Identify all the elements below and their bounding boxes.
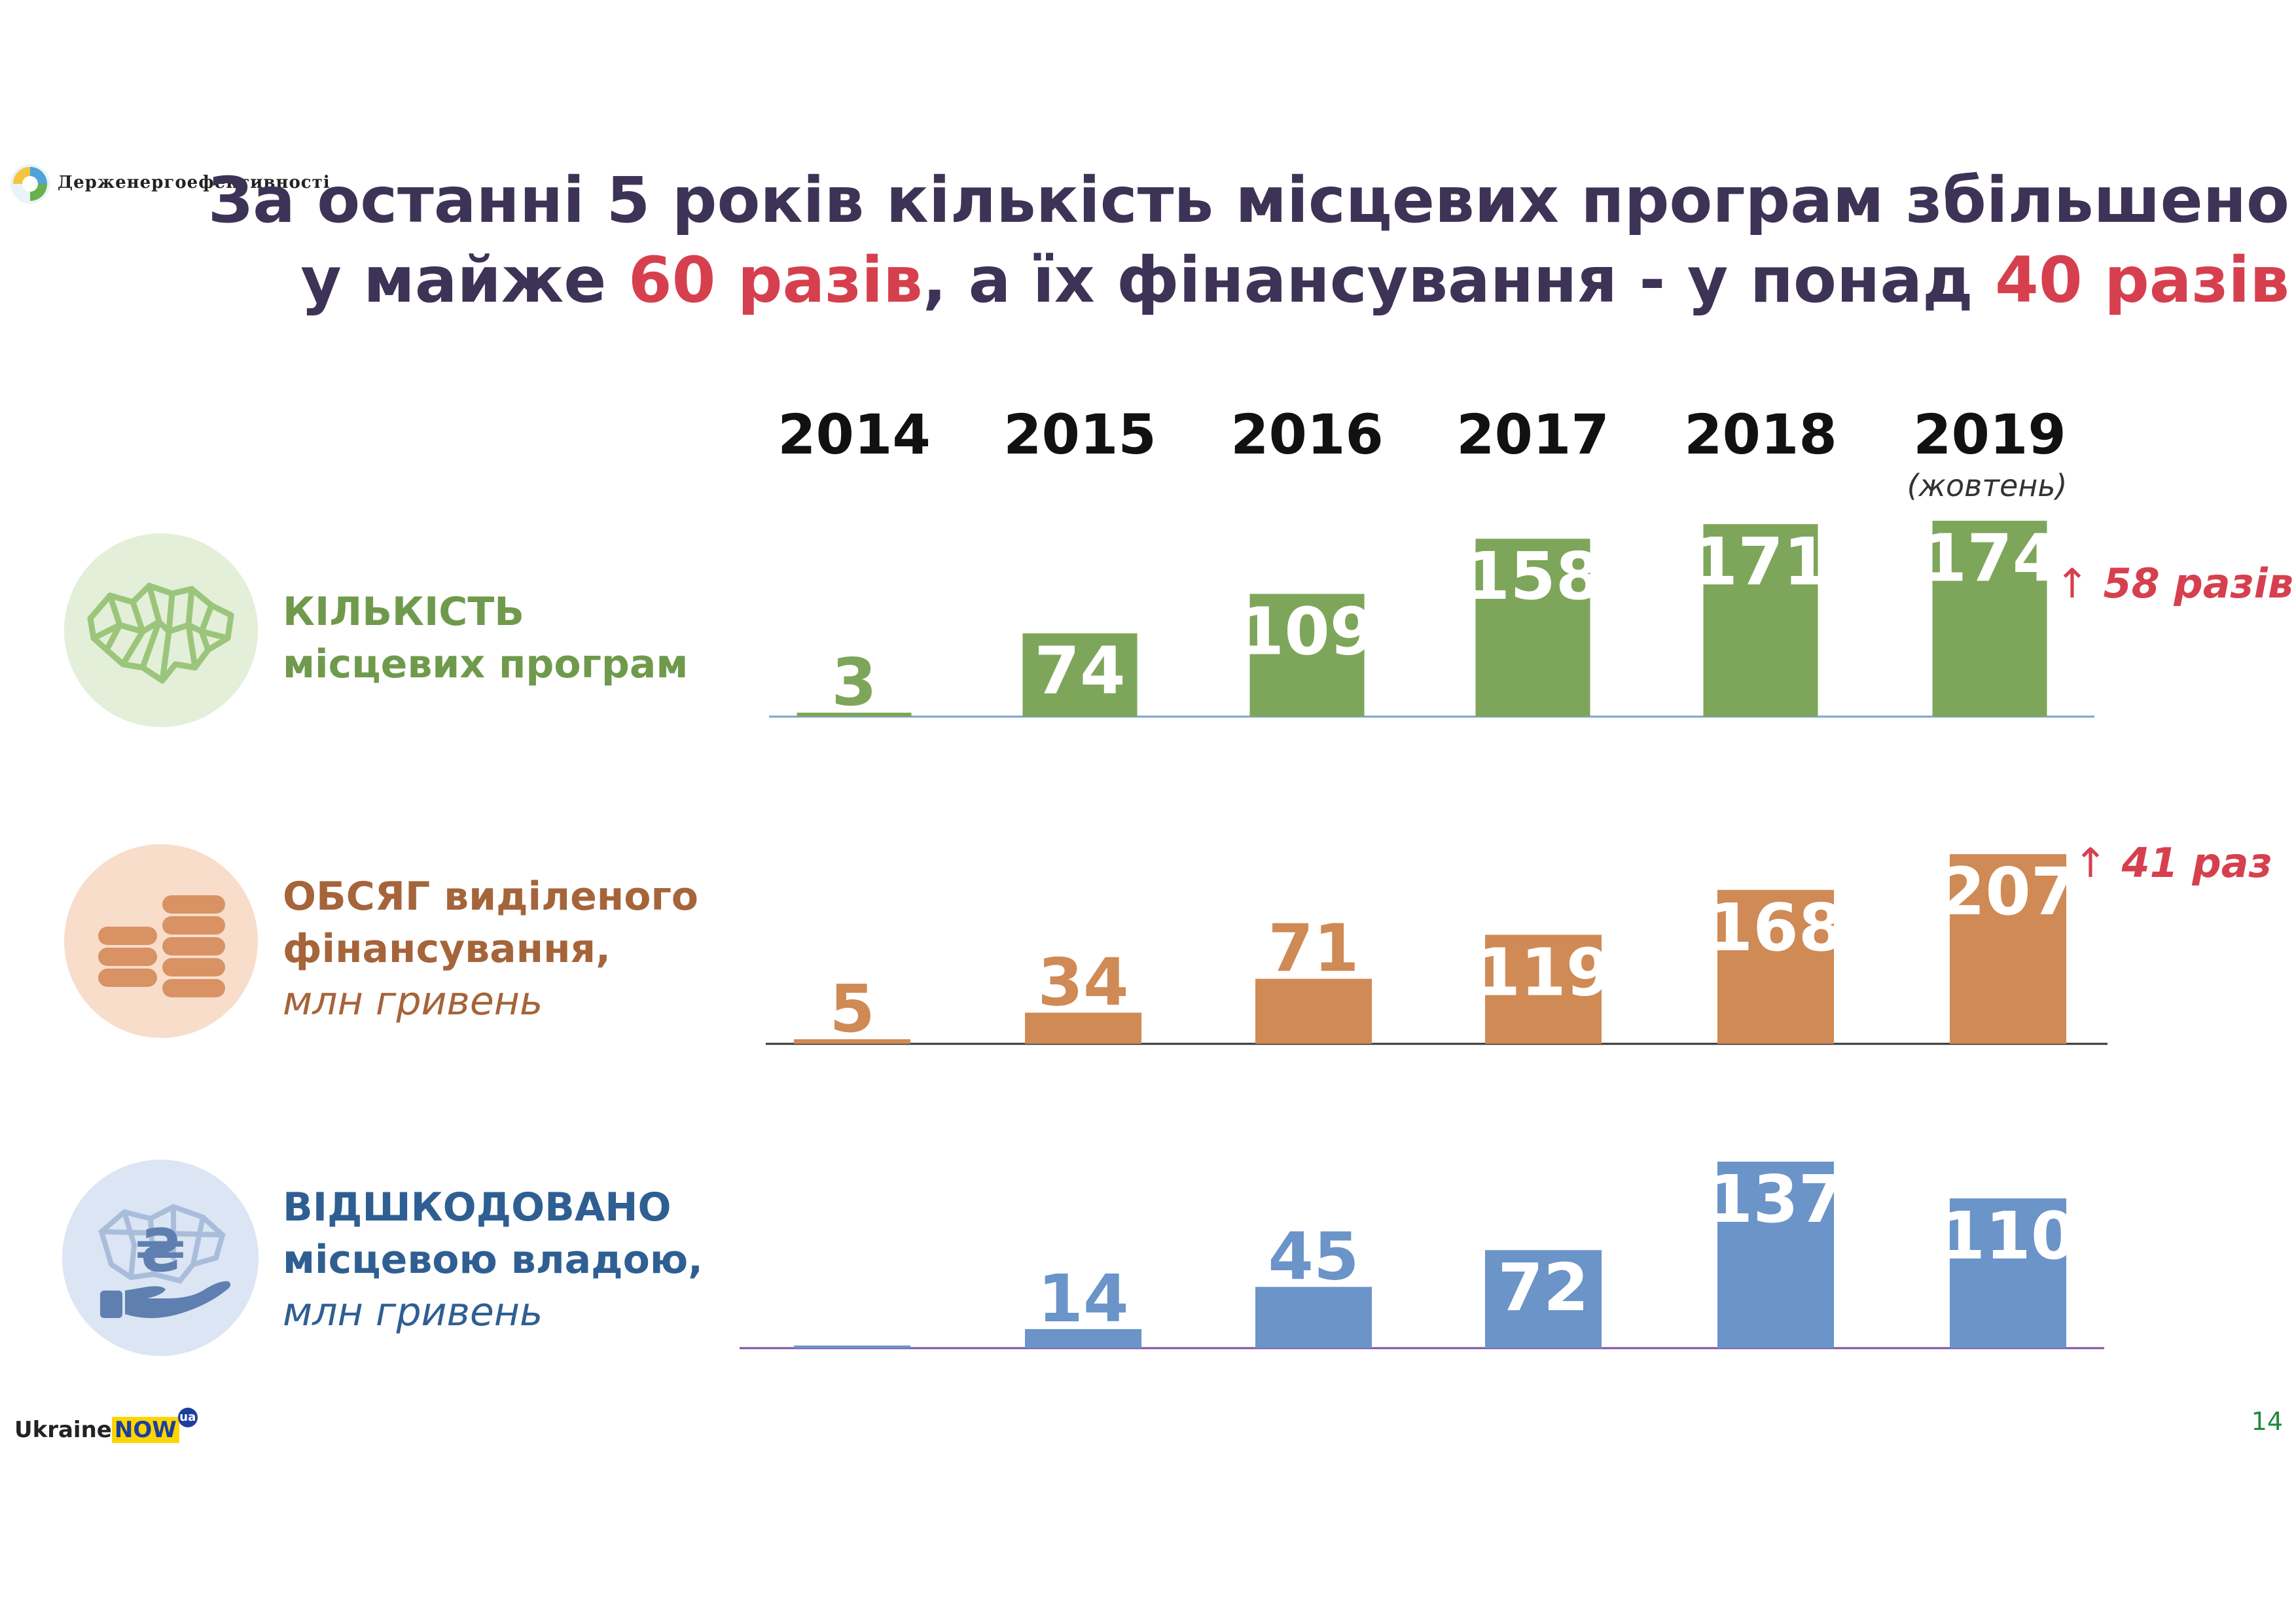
bar-reimbursed-2016 <box>1255 1287 1372 1348</box>
arrow-up-icon: ↑ <box>2055 560 2089 607</box>
bar-label-reimbursed-2016: 45 <box>1268 1218 1359 1294</box>
logo-icon <box>10 164 50 204</box>
bar-label-funding-2019: 207 <box>1940 853 2077 930</box>
year-label-2016: 2016 <box>1230 402 1384 467</box>
year-label-2019: 2019 <box>1913 402 2066 467</box>
ukraine-now-logo-now: NOW <box>111 1417 179 1443</box>
bar-programs-2019 <box>1932 520 2047 717</box>
bar-label-funding-2014: 5 <box>829 971 875 1047</box>
row-label-reimbursed-unit: млн гривень <box>283 1289 543 1335</box>
bar-label-programs-2016: 109 <box>1239 594 1376 670</box>
row-label-funding: ОБСЯГ виділеного фінансування, млн гриве… <box>283 870 698 1027</box>
bar-reimbursed-2014 <box>794 1346 910 1348</box>
bar-label-programs-2019: 174 <box>1922 520 2058 597</box>
year-label-2017: 2017 <box>1456 402 1609 467</box>
ukraine-now-logo-ukraine: Ukraine <box>14 1417 112 1443</box>
year-note: (жовтень) <box>1907 468 2068 503</box>
logo-text: Держенергоефективності <box>58 173 331 192</box>
title-line2-mid: , а їх фінансування - у понад <box>922 243 1973 317</box>
ukraine-map-icon <box>64 533 258 727</box>
title-line2-pre: у майже <box>300 243 607 317</box>
row-label-reimbursed: ВІДШКОДОВАНО місцевою владою, млн гривен… <box>283 1181 703 1338</box>
bar-reimbursed-2018 <box>1717 1162 1834 1348</box>
growth-badge-funding: ↑ 41 раз <box>2073 839 2272 887</box>
bar-reimbursed-2019 <box>1950 1198 2066 1348</box>
bar-funding-2018 <box>1717 889 1834 1044</box>
row-label-programs: КІЛЬКІСТЬ місцевих програм <box>283 586 688 690</box>
growth-badge-programs: ↑ 58 разів <box>2055 560 2293 607</box>
bar-label-reimbursed-2017: 72 <box>1498 1249 1588 1326</box>
bar-programs-2017 <box>1475 539 1590 717</box>
bar-reimbursed-2017 <box>1485 1250 1602 1348</box>
bar-label-programs-2014: 3 <box>831 644 877 721</box>
ukraine-now-logo: Ukraine NOW ua <box>14 1408 198 1443</box>
bar-funding-2014 <box>794 1039 910 1044</box>
title-accent-60: 60 разів <box>628 243 923 317</box>
bar-funding-2015 <box>1025 1012 1141 1044</box>
title-accent-40: 40 разів <box>1995 243 2289 317</box>
bar-label-reimbursed-2018: 137 <box>1708 1161 1844 1238</box>
bar-funding-2019 <box>1950 854 2066 1044</box>
bar-label-reimbursed-2019: 110 <box>1940 1198 2077 1274</box>
bar-label-funding-2017: 119 <box>1475 934 1612 1010</box>
bar-programs-2016 <box>1249 594 1365 717</box>
page-title-line2: у майже 60 разів, а їх фінансування - у … <box>300 243 2289 317</box>
ukraine-now-logo-ua: ua <box>177 1408 198 1427</box>
bar-programs-2014 <box>797 713 912 717</box>
row-label-programs-line1: КІЛЬКІСТЬ <box>283 589 524 635</box>
year-label-2018: 2018 <box>1684 402 1837 467</box>
row-label-reimbursed-line2: місцевою владою, <box>283 1237 703 1283</box>
bar-programs-2018 <box>1703 524 1818 717</box>
row-label-reimbursed-line1: ВІДШКОДОВАНО <box>283 1185 672 1230</box>
bar-label-funding-2016: 71 <box>1268 910 1359 987</box>
coins-icon <box>64 844 258 1038</box>
bar-funding-2016 <box>1255 978 1372 1044</box>
bar-label-programs-2015: 74 <box>1034 633 1125 709</box>
year-label-2015: 2015 <box>1003 402 1157 467</box>
row-label-funding-line2: фінансування, <box>283 926 611 972</box>
bar-label-funding-2015: 34 <box>1037 944 1128 1020</box>
bar-programs-2015 <box>1022 633 1138 717</box>
bar-funding-2017 <box>1485 935 1602 1044</box>
year-label-2014: 2014 <box>778 402 931 467</box>
bar-label-reimbursed-2015: 14 <box>1037 1260 1128 1337</box>
growth-badge-programs-text: 58 разів <box>2103 560 2294 607</box>
bar-label-programs-2018: 171 <box>1693 524 1829 600</box>
row-label-programs-line2: місцевих програм <box>283 641 689 687</box>
bar-label-funding-2018: 168 <box>1708 889 1844 966</box>
svg-text:₴: ₴ <box>135 1217 185 1285</box>
bar-label-programs-2017: 158 <box>1465 538 1602 615</box>
hryvnia-hand-icon: ₴ <box>62 1160 259 1356</box>
page-title-line1: За останні 5 років кількість місцевих пр… <box>207 164 2289 237</box>
page-number: 14 <box>2251 1407 2283 1436</box>
growth-badge-funding-text: 41 раз <box>2121 839 2272 887</box>
row-label-funding-line1: ОБСЯГ виділеного <box>283 874 699 919</box>
bar-reimbursed-2015 <box>1025 1329 1141 1348</box>
arrow-up-icon: ↑ <box>2073 839 2108 887</box>
row-label-funding-unit: млн гривень <box>283 978 543 1024</box>
